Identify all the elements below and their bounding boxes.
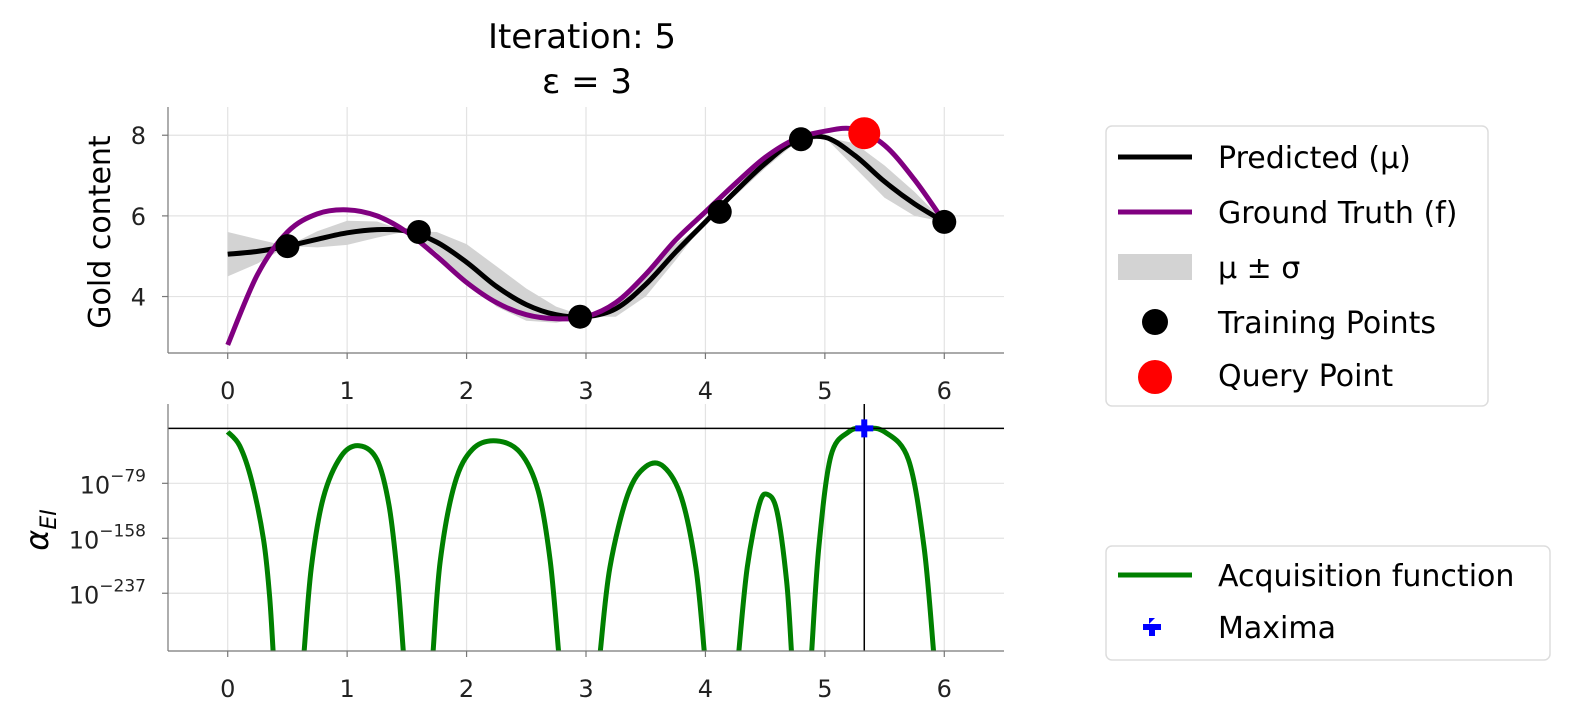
training-point [707,199,732,224]
bottom-y-tick: 10−158 [69,521,168,554]
top-y-tick-label: 4 [131,284,146,312]
legend-item-band: μ ± σ [1118,251,1300,286]
bottom-x-tick-label: 4 [698,675,713,703]
bottom-x-tick-1: 1 [340,651,355,703]
bottom-x-tick-5: 5 [817,651,832,703]
acquisition-lobe-2 [430,438,562,651]
maxima-marker [855,419,874,438]
top-y-axis-label: Gold content [83,135,118,329]
top-x-tick-label: 6 [937,377,952,405]
bottom-y-tick-label: 10−237 [69,576,146,609]
bottom-y-tick: 10−79 [80,466,168,499]
bottom-y-ticks: 10−79 10−158 10−237 [69,466,168,609]
bottom-x-tick-label: 2 [459,675,474,703]
top-x-tick-label: 2 [459,377,474,405]
bottom-panel: 0 1 2 3 4 5 6 10−79 10−158 10−237 αEI [18,404,1004,703]
top-x-tick-2: 2 [459,353,474,405]
legend-item-ground-truth: Ground Truth (f) [1118,196,1457,231]
top-x-ticks: 0 1 2 3 4 5 6 [220,353,952,405]
acquisition-function-line [225,425,937,651]
svg-text:Acquisition function: Acquisition function [1218,559,1514,594]
bottom-y-tick-label: 10−158 [69,521,146,554]
training-points [275,127,957,329]
legend-bottom: Acquisition function Maxima [1105,545,1551,661]
bottom-x-tick-6: 6 [937,651,952,703]
acquisition-lobe-1 [301,443,406,651]
top-y-ticks: 4 6 8 [131,122,168,312]
top-x-tick-label: 1 [340,377,355,405]
legend-item-maxima: Maxima [1143,611,1336,646]
top-y-tick-6: 6 [131,203,168,231]
bottom-x-tick-2: 2 [459,651,474,703]
top-x-tick-5: 5 [817,353,832,405]
top-x-tick-label: 4 [698,377,713,405]
acquisition-lobe-3 [597,460,707,651]
bottom-x-tick-0: 0 [220,651,235,703]
legend-item-acquisition: Acquisition function [1118,559,1514,594]
bottom-x-tick-4: 4 [698,651,713,703]
bottom-x-ticks: 0 1 2 3 4 5 6 [220,651,952,703]
top-x-tick-4: 4 [698,353,713,405]
query-points [848,117,881,150]
bottom-x-tick-label: 5 [817,675,832,703]
legend-top-frame [1105,125,1489,407]
top-y-tick-4: 4 [131,284,168,312]
top-x-tick-6: 6 [937,353,952,405]
svg-text:Predicted (μ): Predicted (μ) [1218,141,1411,176]
top-x-tick-1: 1 [340,353,355,405]
maxima-point [855,419,874,438]
svg-text:Maxima: Maxima [1218,611,1336,646]
training-point [406,220,431,245]
bottom-y-axis-label: αEI [18,509,62,550]
svg-text:Ground Truth (f): Ground Truth (f) [1218,196,1457,231]
bottom-x-tick-label: 0 [220,675,235,703]
svg-text:Training Points: Training Points [1217,306,1436,341]
training-point [788,127,813,152]
legend-item-query: Query Point [1138,359,1393,394]
top-x-tick-0: 0 [220,353,235,405]
bottom-x-tick-label: 3 [578,675,593,703]
legend-item-training: Training Points [1142,306,1436,341]
top-panel: 0 1 2 3 4 5 6 4 6 8 Gold content [83,107,1004,405]
bottom-x-tick-3: 3 [578,651,594,703]
bottom-grid [168,404,1004,651]
acquisition-lobe-5 [809,425,937,651]
acquisition-lobe-4 [736,491,794,651]
bottom-y-tick: 10−237 [69,576,168,609]
acquisition-lobe-0 [225,430,276,651]
top-x-tick-label: 0 [220,377,235,405]
top-x-tick-label: 5 [817,377,832,405]
training-point [568,304,593,329]
bottom-x-tick-label: 6 [937,675,952,703]
bottom-y-tick-label: 10−79 [80,466,146,499]
bottom-x-tick-label: 1 [340,675,355,703]
query-point [848,117,881,150]
figure-subtitle: ε = 3 [542,62,632,102]
svg-text:μ ± σ: μ ± σ [1218,251,1300,286]
svg-text:Query Point: Query Point [1218,359,1393,394]
figure-title: Iteration: 5 [488,17,676,57]
training-point [275,234,300,259]
legend-bottom-frame [1105,545,1551,661]
top-x-tick-label: 3 [578,377,593,405]
legend-item-predicted: Predicted (μ) [1118,141,1411,176]
training-point [932,209,957,234]
top-y-tick-label: 6 [131,203,146,231]
top-y-tick-8: 8 [131,122,168,150]
top-x-tick-3: 3 [578,353,594,405]
legend-top: Predicted (μ) Ground Truth (f) μ ± σ Tra… [1105,125,1489,407]
top-y-tick-label: 8 [131,122,146,150]
